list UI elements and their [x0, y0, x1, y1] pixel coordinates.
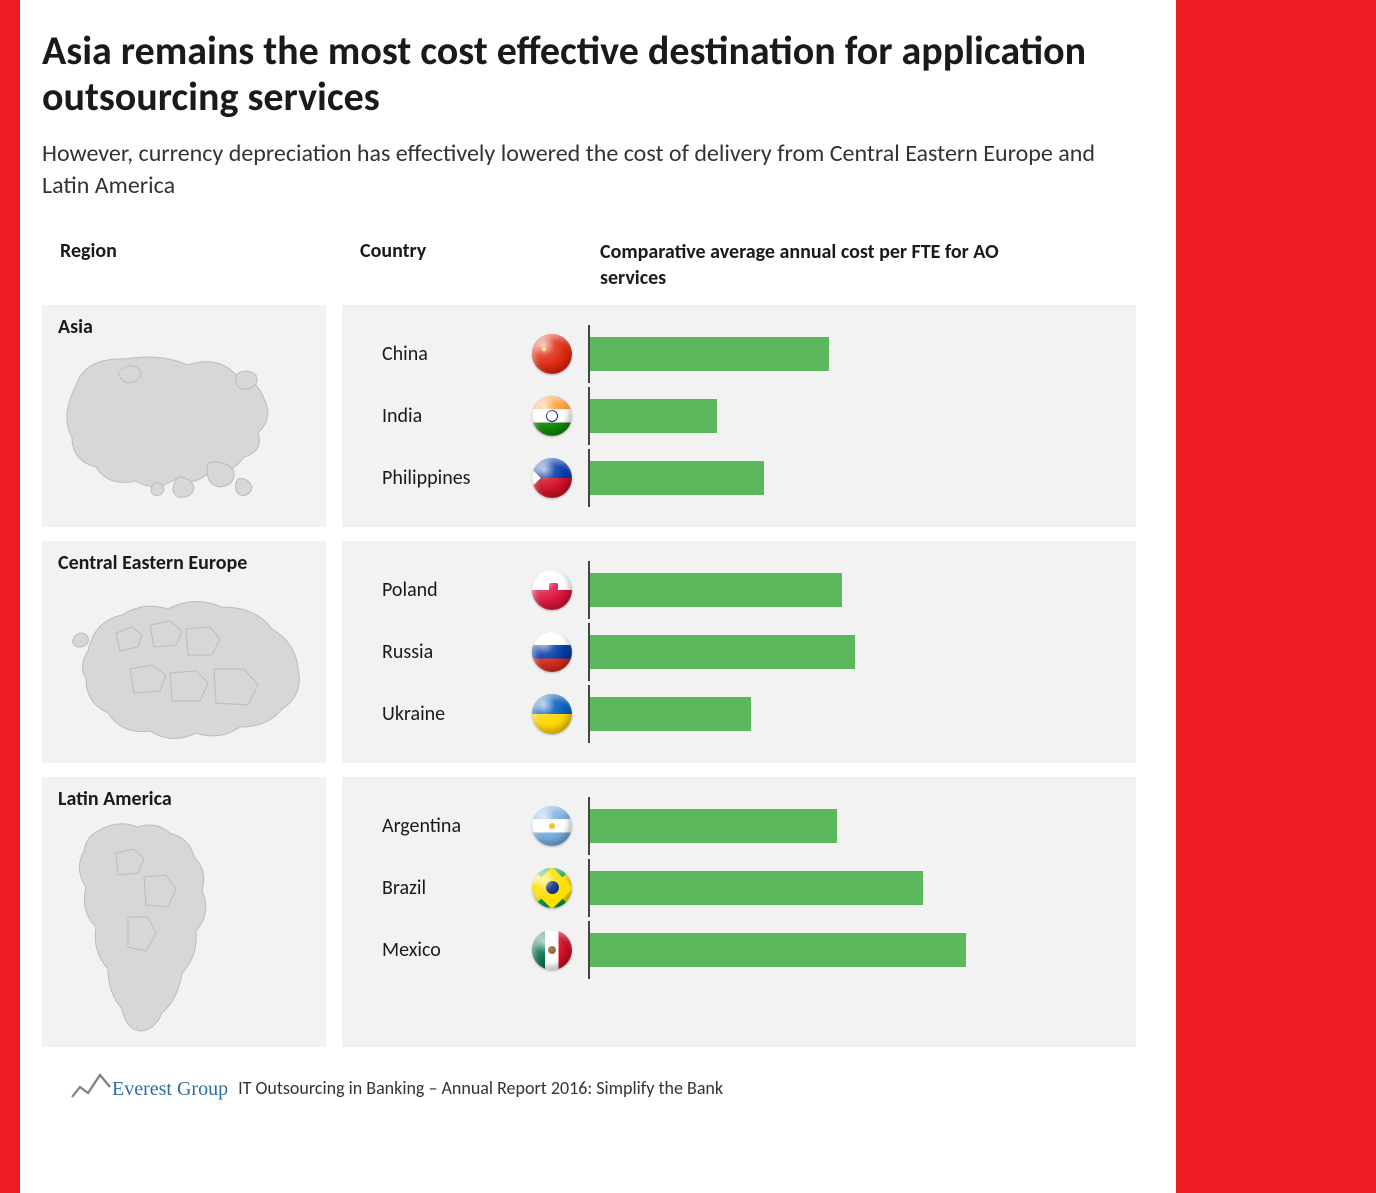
page-title: Asia remains the most cost effective des…	[42, 28, 1136, 120]
footer: Everest Group IT Outsourcing in Banking …	[42, 1067, 1136, 1101]
bar-cell	[588, 447, 1116, 509]
bar-cell	[588, 621, 1116, 683]
flag-icon	[532, 458, 572, 498]
cost-bar	[588, 573, 842, 607]
region-block: Central Eastern Europe Poland Russia	[42, 541, 1136, 763]
region-panel: Asia	[42, 305, 326, 527]
cost-bar	[588, 697, 751, 731]
flag-cell	[532, 458, 588, 498]
country-row: Mexico	[382, 919, 1116, 981]
country-label: Brazil	[382, 876, 532, 900]
flag-icon	[532, 632, 572, 672]
bar-cell	[588, 857, 1116, 919]
red-band-left	[0, 0, 20, 1193]
cost-bar	[588, 809, 837, 843]
data-panel: China India Philippines	[342, 305, 1136, 527]
flag-icon	[532, 396, 572, 436]
bar-axis	[588, 797, 590, 855]
flag-cell	[532, 570, 588, 610]
region-block: Latin America Argentina Brazil Mexi	[42, 777, 1136, 1047]
bar-axis	[588, 623, 590, 681]
flag-cell	[532, 396, 588, 436]
bar-cell	[588, 559, 1116, 621]
footer-caption: IT Outsourcing in Banking – Annual Repor…	[238, 1077, 723, 1101]
country-label: Ukraine	[382, 702, 532, 726]
country-label: China	[382, 342, 532, 366]
country-label: India	[382, 404, 532, 428]
cost-bar	[588, 933, 966, 967]
flag-icon	[532, 334, 572, 374]
logo-roof-icon	[70, 1067, 112, 1101]
region-panel: Latin America	[42, 777, 326, 1047]
cost-bar	[588, 399, 717, 433]
bar-axis	[588, 859, 590, 917]
bar-axis	[588, 921, 590, 979]
country-label: Russia	[382, 640, 532, 664]
country-row: Ukraine	[382, 683, 1116, 745]
data-panel: Poland Russia Ukraine	[342, 541, 1136, 763]
country-row: Brazil	[382, 857, 1116, 919]
region-name: Latin America	[58, 787, 312, 811]
red-band-right	[1176, 0, 1376, 1193]
bar-cell	[588, 919, 1116, 981]
country-row: India	[382, 385, 1116, 447]
content-area: Asia remains the most cost effective des…	[20, 0, 1176, 1121]
flag-cell	[532, 806, 588, 846]
region-block: Asia China India	[42, 305, 1136, 527]
everest-group-logo: Everest Group	[70, 1067, 228, 1101]
flag-cell	[532, 694, 588, 734]
cost-bar	[588, 337, 829, 371]
flag-icon	[532, 806, 572, 846]
region-map-icon	[58, 345, 312, 505]
country-label: Philippines	[382, 466, 532, 490]
bar-axis	[588, 561, 590, 619]
bar-cell	[588, 323, 1116, 385]
flag-cell	[532, 632, 588, 672]
flag-icon	[532, 570, 572, 610]
data-panel: Argentina Brazil Mexico	[342, 777, 1136, 1047]
logo-text: Everest Group	[112, 1078, 228, 1101]
flag-icon	[532, 930, 572, 970]
flag-icon	[532, 868, 572, 908]
bar-axis	[588, 449, 590, 507]
bar-axis	[588, 325, 590, 383]
country-label: Mexico	[382, 938, 532, 962]
header-region: Region	[60, 239, 360, 291]
country-label: Poland	[382, 578, 532, 602]
bar-cell	[588, 385, 1116, 447]
region-panel: Central Eastern Europe	[42, 541, 326, 763]
country-row: Argentina	[382, 795, 1116, 857]
header-country: Country	[360, 239, 600, 291]
page-subtitle: However, currency depreciation has effec…	[42, 138, 1136, 203]
bar-axis	[588, 685, 590, 743]
bar-cell	[588, 795, 1116, 857]
cost-bar	[588, 871, 923, 905]
cost-bar	[588, 461, 764, 495]
bar-cell	[588, 683, 1116, 745]
bar-axis	[588, 387, 590, 445]
country-row: China	[382, 323, 1116, 385]
region-name: Central Eastern Europe	[58, 551, 312, 575]
regions-container: Asia China India	[42, 305, 1136, 1047]
region-map-icon	[58, 581, 312, 751]
header-bar: Comparative average annual cost per FTE …	[600, 239, 1020, 291]
region-map-icon	[58, 817, 312, 1037]
flag-icon	[532, 694, 572, 734]
country-label: Argentina	[382, 814, 532, 838]
flag-cell	[532, 868, 588, 908]
flag-cell	[532, 334, 588, 374]
country-row: Philippines	[382, 447, 1116, 509]
cost-bar	[588, 635, 855, 669]
column-headers: Region Country Comparative average annua…	[42, 239, 1136, 291]
flag-cell	[532, 930, 588, 970]
region-name: Asia	[58, 315, 312, 339]
country-row: Poland	[382, 559, 1116, 621]
country-row: Russia	[382, 621, 1116, 683]
